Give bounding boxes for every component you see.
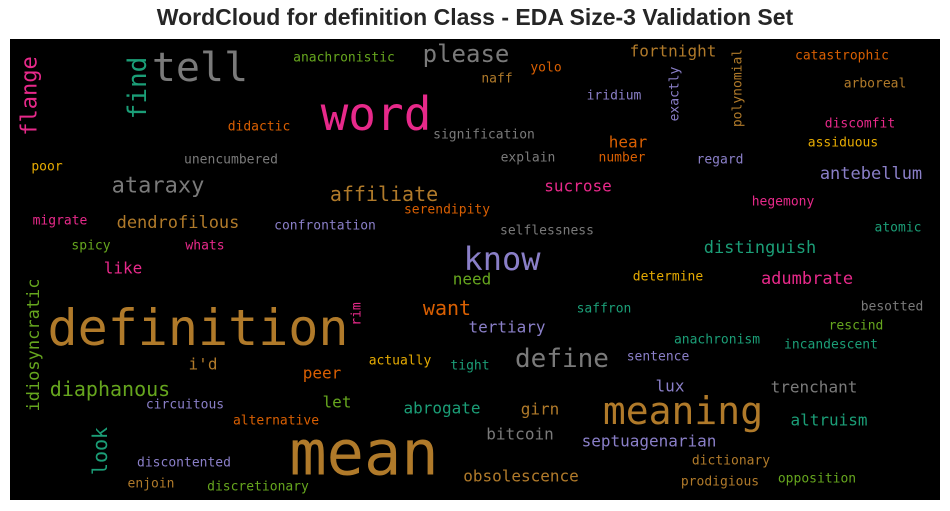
word-cloud: mean definition word meaning tell know define f…: [10, 39, 940, 500]
word-signification: signification: [433, 128, 535, 143]
word-need: need: [453, 270, 492, 289]
word-naff: naff: [481, 72, 512, 87]
word-diaphanous: diaphanous: [50, 377, 170, 401]
word-girn: girn: [521, 400, 560, 419]
word-assiduous: assiduous: [808, 136, 878, 151]
word-affiliate: affiliate: [330, 182, 438, 206]
word-tertiary: tertiary: [468, 318, 545, 337]
word-enjoin: enjoin: [128, 477, 175, 492]
word-sucrose: sucrose: [544, 177, 611, 196]
word-didactic: didactic: [228, 120, 291, 135]
word-exactly: exactly: [668, 66, 683, 121]
word-catastrophic: catastrophic: [795, 49, 889, 64]
word-iridium: iridium: [587, 89, 642, 104]
word-altruism: altruism: [790, 411, 867, 430]
word-rescind: rescind: [829, 319, 884, 334]
word-ataraxy: ataraxy: [112, 174, 205, 199]
word-number: number: [599, 151, 646, 166]
word-distinguish: distinguish: [704, 238, 817, 258]
word-word: word: [321, 87, 432, 141]
word-serendipity: serendipity: [404, 203, 490, 218]
word-arboreal: arboreal: [844, 77, 907, 92]
word-sentence: sentence: [627, 350, 690, 365]
word-opposition: opposition: [778, 472, 856, 487]
word-explain: explain: [501, 151, 556, 166]
word-know: know: [463, 240, 541, 278]
word-lux: lux: [656, 377, 685, 396]
word-selflessness: selflessness: [500, 224, 594, 239]
word-hear: hear: [609, 133, 648, 152]
word-tight: tight: [450, 359, 489, 374]
word-cloud-canvas: mean definition word meaning tell know define f…: [18, 40, 924, 495]
word-i-d: i'd: [189, 355, 218, 374]
word-dictionary: dictionary: [692, 454, 770, 469]
word-define: define: [515, 344, 609, 374]
word-circuitous: circuitous: [146, 398, 224, 413]
word-yolo: yolo: [530, 61, 561, 76]
word-discontented: discontented: [137, 456, 231, 471]
word-want: want: [423, 296, 471, 320]
word-determine: determine: [633, 270, 704, 285]
word-like: like: [104, 259, 143, 278]
word-mean: mean: [289, 417, 438, 490]
word-unencumbered: unencumbered: [184, 153, 278, 168]
word-find: find: [123, 57, 153, 120]
word-atomic: atomic: [875, 221, 922, 236]
word-rim: rim: [350, 302, 365, 326]
word-hegemony: hegemony: [752, 195, 815, 210]
word-let: let: [323, 393, 352, 412]
word-tell: tell: [152, 45, 248, 91]
word-dendrofilous: dendrofilous: [117, 213, 240, 233]
word-abrogate: abrogate: [403, 399, 480, 418]
word-incandescent: incandescent: [784, 338, 878, 353]
word-polynomial: polynomial: [731, 49, 746, 127]
word-confrontation: confrontation: [274, 219, 376, 234]
word-meaning: meaning: [603, 389, 763, 433]
word-look: look: [88, 427, 112, 475]
word-actually: actually: [369, 354, 432, 369]
word-spicy: spicy: [71, 239, 110, 254]
word-migrate: migrate: [33, 214, 88, 229]
word-flange: flange: [18, 56, 43, 135]
word-poor: poor: [31, 160, 62, 175]
word-anachronistic: anachronistic: [293, 51, 395, 66]
word-anachronism: anachronism: [674, 333, 760, 348]
word-whats: whats: [185, 239, 224, 254]
word-alternative: alternative: [233, 414, 319, 429]
word-peer: peer: [303, 364, 342, 383]
word-antebellum: antebellum: [820, 164, 922, 184]
word-discretionary: discretionary: [207, 480, 309, 495]
word-saffron: saffron: [577, 302, 632, 317]
word-definition: definition: [47, 299, 348, 357]
word-prodigious: prodigious: [681, 475, 759, 490]
word-bitcoin: bitcoin: [486, 425, 553, 444]
word-obsolescence: obsolescence: [463, 467, 579, 486]
word-idiosyncratic: idiosyncratic: [24, 278, 44, 411]
word-fortnight: fortnight: [630, 42, 717, 61]
word-discomfit: discomfit: [825, 117, 895, 132]
word-adumbrate: adumbrate: [761, 269, 853, 289]
word-please: please: [423, 40, 510, 68]
word-septuagenarian: septuagenarian: [582, 432, 717, 451]
word-trenchant: trenchant: [771, 378, 858, 397]
word-besotted: besotted: [861, 300, 924, 315]
chart-title: WordCloud for definition Class - EDA Siz…: [156, 4, 794, 30]
word-regard: regard: [697, 153, 744, 168]
